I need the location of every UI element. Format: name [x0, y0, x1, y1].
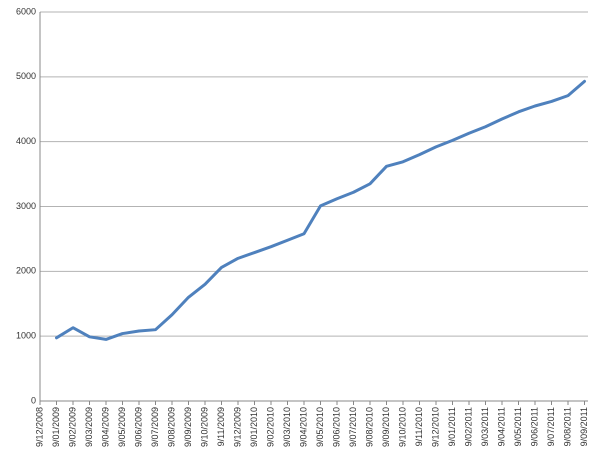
x-tick-label: 9/03/2009 — [84, 407, 94, 447]
y-tick-label: 5000 — [16, 71, 36, 81]
x-tick-label: 9/09/2011 — [579, 407, 589, 446]
data-line — [55, 79, 586, 341]
x-tick-label: 9/10/2010 — [397, 407, 407, 447]
y-tick-label: 0 — [31, 395, 36, 405]
y-tick-label: 1000 — [16, 331, 36, 341]
x-tick-label: 9/07/2011 — [546, 407, 556, 446]
x-tick-label: 9/02/2009 — [67, 407, 77, 447]
x-tick-label: 9/03/2011 — [480, 407, 490, 446]
y-tick-label: 6000 — [16, 6, 36, 16]
x-tick-label: 9/01/2010 — [249, 407, 259, 447]
x-tick-label: 9/12/2009 — [232, 407, 242, 447]
x-tick-label: 9/01/2011 — [447, 407, 457, 446]
x-tick-label: 9/04/2010 — [298, 407, 308, 447]
y-tick-label: 4000 — [16, 136, 36, 146]
x-tick-label: 9/06/2010 — [331, 407, 341, 447]
y-tick-label: 2000 — [16, 266, 36, 276]
x-tick-label: 9/05/2011 — [513, 407, 523, 446]
x-tick-label: 9/03/2010 — [282, 407, 292, 447]
x-tick-label: 9/07/2010 — [348, 407, 358, 447]
x-tick-label: 9/11/2009 — [216, 407, 226, 446]
x-tick-label: 9/10/2009 — [199, 407, 209, 447]
x-tick-label: 9/04/2009 — [100, 407, 110, 447]
x-tick-label: 9/11/2010 — [414, 407, 424, 446]
x-tick-label: 9/09/2009 — [183, 407, 193, 447]
x-tick-label: 9/08/2010 — [364, 407, 374, 447]
x-tick-label: 9/12/2008 — [34, 407, 44, 447]
x-tick-label: 9/04/2011 — [496, 407, 506, 446]
y-tick-label: 3000 — [16, 201, 36, 211]
x-tick-label: 9/02/2011 — [463, 407, 473, 446]
x-tick-label: 9/08/2009 — [166, 407, 176, 447]
x-tick-label: 9/09/2010 — [381, 407, 391, 447]
x-tick-label: 9/05/2010 — [315, 407, 325, 447]
x-tick-label: 9/12/2010 — [430, 407, 440, 447]
x-tick-label: 9/02/2010 — [265, 407, 275, 447]
x-tick-label: 9/08/2011 — [562, 407, 572, 446]
x-tick-label: 9/07/2009 — [150, 407, 160, 447]
x-tick-label: 9/01/2009 — [51, 407, 61, 447]
x-tick-label: 9/05/2009 — [117, 407, 127, 447]
x-tick-label: 9/06/2009 — [133, 407, 143, 447]
x-tick-label: 9/06/2011 — [529, 407, 539, 446]
